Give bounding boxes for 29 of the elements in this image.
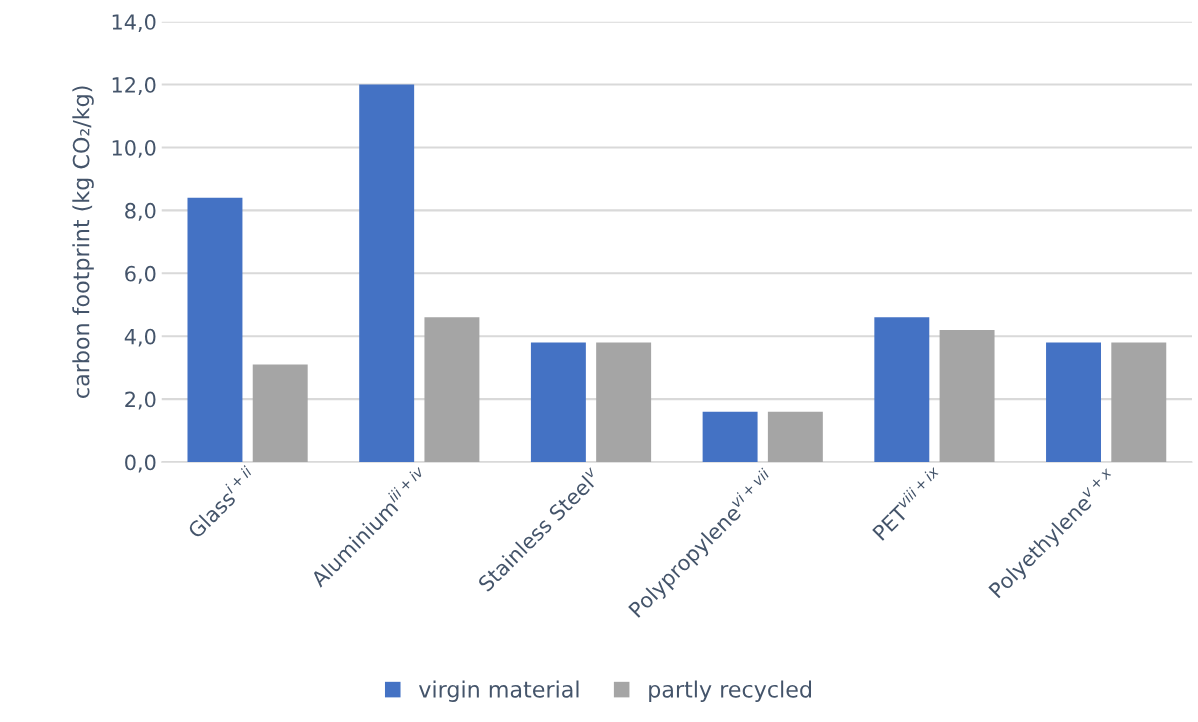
legend-label: partly recycled [649,680,812,702]
bar [187,197,243,463]
bar [359,84,415,463]
x-tick-label: Polyethylene$^{v+x}$ [986,467,1121,602]
y-tick-label: 14,0 [112,14,156,32]
y-tick-label: 12,0 [112,77,156,95]
x-tick-label: PET$^{viii+ix}$ [869,464,946,541]
bar [530,342,586,463]
y-tick-label: 10,0 [112,139,156,158]
bar [702,411,758,463]
bar [939,329,995,463]
y-tick-label: 2,0 [125,391,156,410]
x-tick-label: Aluminium$^{iii+iv}$ [307,464,431,589]
x-tick-label: Glass$^{i+ii}$ [184,465,259,540]
bar [874,317,930,463]
bar [1111,342,1167,463]
bar [596,342,652,463]
bar [767,411,823,463]
y-tick-label: 8,0 [125,202,156,221]
x-tick-label: Polypropylene$^{vi+vii}$ [625,467,779,621]
bar [252,364,308,463]
y-tick-label: 6,0 [125,265,156,284]
x-tick-label: Stainless Steel$^{v}$ [476,467,602,593]
bar [1046,342,1101,463]
legend-label: virgin material [418,680,579,702]
y-tick-label: 0,0 [125,454,156,473]
bar [424,317,480,463]
y-tick-label: 4,0 [124,328,156,347]
y-axis-title: carbon footprint (kg CO₂/kg) [72,86,94,398]
